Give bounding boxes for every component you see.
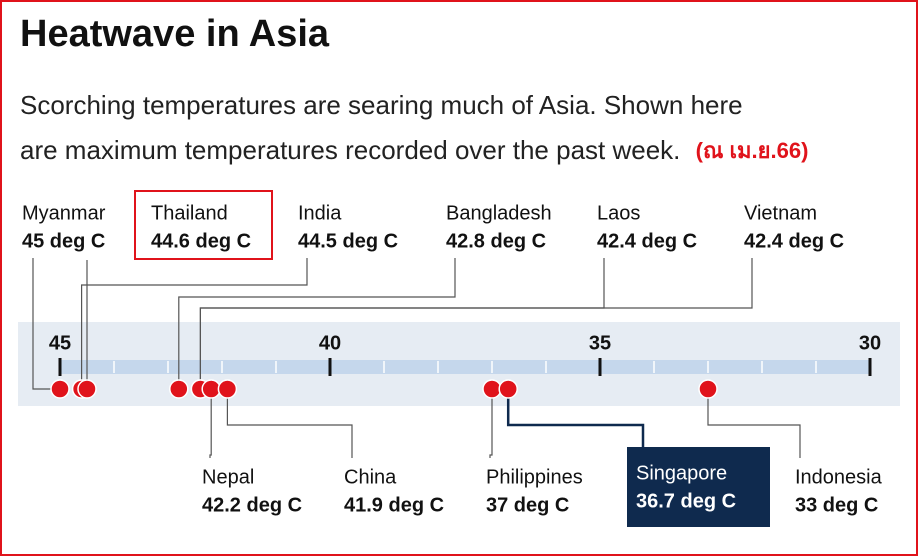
dot (698, 379, 718, 399)
connector (209, 389, 212, 458)
value-label: 42.4 deg C (744, 230, 844, 252)
value-label: 42.2 deg C (202, 494, 302, 516)
date-note: (ณ เม.ย.66) (696, 138, 809, 163)
subtitle-text: are maximum temperatures recorded over t… (20, 135, 680, 165)
x-tick-label: 40 (319, 332, 341, 354)
country-label: Nepal (202, 466, 254, 488)
country-label: Bangladesh (446, 202, 552, 224)
highlight-box (134, 190, 273, 260)
country-label: Vietnam (744, 202, 817, 224)
connector (226, 389, 353, 458)
x-tick-label: 35 (589, 332, 611, 354)
value-label: 41.9 deg C (344, 494, 444, 516)
x-tick-label: 45 (49, 332, 71, 354)
dot (201, 379, 221, 399)
connector (506, 389, 645, 447)
country-label: China (344, 466, 397, 488)
country-label: Philippines (486, 466, 583, 488)
value-label: 44.5 deg C (298, 230, 398, 252)
country-label: India (298, 202, 342, 224)
axis-bar (60, 360, 870, 374)
connector (86, 258, 308, 389)
country-label: Laos (597, 202, 640, 224)
value-label: 37 deg C (486, 494, 569, 516)
country-label: Thailand (151, 202, 228, 224)
dot (50, 379, 70, 399)
dot (498, 379, 518, 399)
country-label: Indonesia (795, 466, 883, 488)
value-label: 44.6 deg C (151, 230, 251, 252)
value-label: 36.7 deg C (636, 490, 736, 512)
connector (707, 389, 801, 458)
highlight-box (627, 447, 770, 527)
chart-title: Heatwave in Asia (20, 13, 330, 55)
country-label: Singapore (636, 462, 727, 484)
dot (482, 379, 502, 399)
connector (178, 258, 456, 389)
value-label: 42.4 deg C (597, 230, 697, 252)
subtitle-line: Scorching temperatures are searing much … (20, 90, 743, 120)
x-tick-label: 30 (859, 332, 881, 354)
subtitle-line: are maximum temperatures recorded over t… (20, 135, 808, 165)
connector (489, 389, 493, 458)
connector (199, 258, 753, 389)
dot (217, 379, 238, 399)
dot (77, 379, 97, 399)
value-label: 45 deg C (22, 230, 105, 252)
value-label: 33 deg C (795, 494, 878, 516)
dot (169, 379, 189, 399)
value-label: 42.8 deg C (446, 230, 546, 252)
country-label: Myanmar (22, 202, 106, 224)
connector (81, 260, 88, 389)
